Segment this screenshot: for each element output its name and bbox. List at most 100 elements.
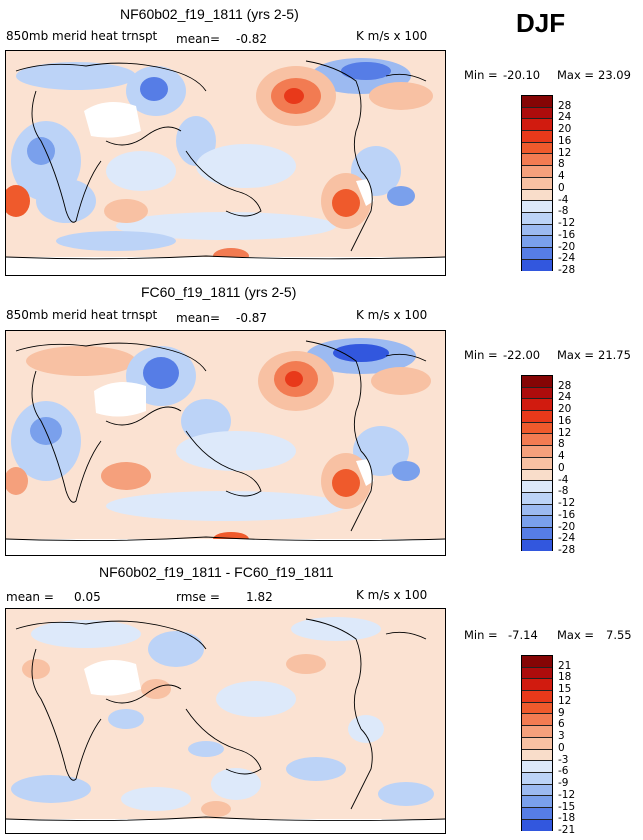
colorbar-tick-label: -24 bbox=[558, 532, 576, 545]
colorbar-tick-label: -12 bbox=[558, 497, 576, 510]
panel1-mean-value: -0.82 bbox=[236, 32, 268, 46]
colorbar-tick-label: -3 bbox=[558, 753, 569, 766]
colorbar-tick-label: 20 bbox=[558, 123, 572, 136]
swatch bbox=[522, 259, 552, 272]
swatch bbox=[522, 807, 552, 820]
swatch bbox=[522, 784, 552, 797]
panel3-colorbar bbox=[521, 655, 553, 832]
swatch bbox=[522, 539, 552, 552]
panel2-colorbar-ticks: 28 24 20 16 12 8 4 0 -4 -8 -12 -16 -20 -24 -28 bbox=[558, 375, 598, 555]
colorbar-tick-label: -12 bbox=[558, 788, 576, 801]
swatch bbox=[522, 702, 552, 715]
panel3-min-value: -7.14 bbox=[508, 628, 538, 642]
colorbar-tick-label: 12 bbox=[558, 146, 572, 159]
swatch bbox=[522, 422, 552, 435]
swatch bbox=[522, 247, 552, 260]
panel3-colorbar-ticks: 21 18 15 12 9 6 3 0 -3 -6 -9 -12 -15 -18 -21 bbox=[558, 655, 598, 835]
panel1-units: K m/s x 100 bbox=[356, 29, 428, 43]
colorbar-tick-label: -16 bbox=[558, 228, 576, 241]
panel2-variable: 850mb merid heat trnspt bbox=[6, 308, 158, 322]
panel1-variable: 850mb merid heat trnspt bbox=[6, 29, 158, 43]
swatch bbox=[522, 96, 552, 108]
panel3-max-label: Max = bbox=[557, 628, 595, 642]
swatch bbox=[522, 481, 552, 493]
colorbar-tick-label: 0 bbox=[558, 461, 565, 474]
panel1-max-label: Max = bbox=[557, 68, 595, 82]
swatch bbox=[522, 212, 552, 225]
swatch bbox=[522, 726, 552, 738]
colorbar-tick-label: 24 bbox=[558, 111, 572, 124]
season-label: DJF bbox=[516, 8, 566, 38]
swatch bbox=[522, 201, 552, 213]
colorbar-tick-label: 8 bbox=[558, 438, 565, 451]
swatch bbox=[522, 154, 552, 167]
swatch bbox=[522, 516, 552, 528]
panel3-units: K m/s x 100 bbox=[356, 588, 428, 602]
swatch bbox=[522, 667, 552, 680]
swatch bbox=[522, 107, 552, 120]
panel1-colorbar-ticks: 28 24 20 16 12 8 4 0 -4 -8 -12 -16 -20 -24 -28 bbox=[558, 95, 598, 275]
panel1-title: NF60b02_f19_1811 (yrs 2-5) bbox=[120, 6, 299, 22]
colorbar-tick-label: -20 bbox=[558, 520, 576, 533]
colorbar-tick-label: -9 bbox=[558, 777, 569, 790]
colorbar-tick-label: 0 bbox=[558, 181, 565, 194]
colorbar-tick-label: -12 bbox=[558, 217, 576, 230]
panel2-units: K m/s x 100 bbox=[356, 308, 428, 322]
swatch bbox=[522, 411, 552, 423]
swatch bbox=[522, 761, 552, 773]
colorbar-tick-label: 0 bbox=[558, 741, 565, 754]
panel1-contour-field bbox=[6, 51, 445, 275]
swatch bbox=[522, 749, 552, 762]
colorbar-tick-label: -20 bbox=[558, 240, 576, 253]
panel3-title: NF60b02_f19_1811 - FC60_f19_1811 bbox=[99, 564, 334, 580]
panel2-min-label: Min = bbox=[464, 348, 498, 362]
swatch bbox=[522, 376, 552, 388]
colorbar-tick-label: -8 bbox=[558, 205, 569, 218]
swatch bbox=[522, 772, 552, 785]
panel1-min-value: -20.10 bbox=[503, 68, 541, 82]
colorbar-tick-label: -8 bbox=[558, 485, 569, 498]
swatch bbox=[522, 387, 552, 400]
swatch bbox=[522, 714, 552, 727]
colorbar-tick-label: -15 bbox=[558, 800, 576, 813]
colorbar-tick-label: 28 bbox=[558, 99, 572, 112]
panel1-mean-label: mean= bbox=[176, 32, 221, 46]
swatch bbox=[522, 691, 552, 703]
panel2-min-value: -22.00 bbox=[503, 348, 541, 362]
colorbar-tick-label: -18 bbox=[558, 812, 576, 825]
panel1-max-value: 23.09 bbox=[598, 68, 631, 82]
colorbar-tick-label: -21 bbox=[558, 824, 576, 836]
panel3-max-value: 7.55 bbox=[606, 628, 632, 642]
swatch bbox=[522, 224, 552, 237]
colorbar-tick-label: 28 bbox=[558, 379, 572, 392]
colorbar-tick-label: 8 bbox=[558, 158, 565, 171]
swatch bbox=[522, 131, 552, 143]
colorbar-tick-label: 12 bbox=[558, 694, 572, 707]
panel2-mean-label: mean= bbox=[176, 311, 221, 325]
colorbar-tick-label: -16 bbox=[558, 508, 576, 521]
colorbar-tick-label: 3 bbox=[558, 730, 565, 743]
swatch bbox=[522, 166, 552, 178]
panel3-mean-label: mean = bbox=[6, 590, 54, 604]
swatch bbox=[522, 119, 552, 132]
panel2-colorbar bbox=[521, 375, 553, 552]
swatch bbox=[522, 446, 552, 458]
colorbar-tick-label: 18 bbox=[558, 671, 572, 684]
swatch bbox=[522, 679, 552, 692]
colorbar-tick-label: 24 bbox=[558, 391, 572, 404]
swatch bbox=[522, 469, 552, 482]
swatch bbox=[522, 142, 552, 155]
panel1-min-label: Min = bbox=[464, 68, 498, 82]
panel3-map bbox=[5, 608, 446, 834]
colorbar-tick-label: -28 bbox=[558, 544, 576, 556]
colorbar-tick-label: 16 bbox=[558, 414, 572, 427]
panel3-mean-value: 0.05 bbox=[74, 590, 101, 604]
panel3-rmse-value: 1.82 bbox=[246, 590, 273, 604]
panel2-max-label: Max = bbox=[557, 348, 595, 362]
colorbar-tick-label: -28 bbox=[558, 264, 576, 276]
swatch bbox=[522, 434, 552, 447]
colorbar-tick-label: 15 bbox=[558, 683, 572, 696]
panel3-contour-field bbox=[6, 609, 445, 833]
colorbar-tick-label: 4 bbox=[558, 170, 565, 183]
swatch bbox=[522, 457, 552, 470]
